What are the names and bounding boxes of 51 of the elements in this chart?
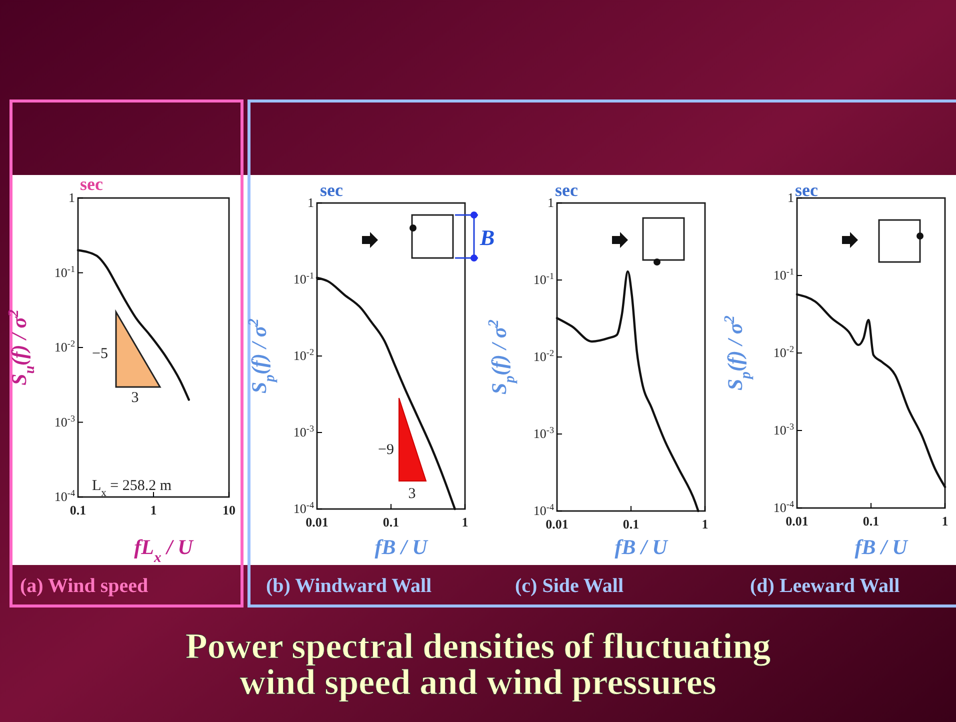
x-axis-title: fB / U (614, 535, 670, 559)
x-tick-label: 1 (942, 513, 948, 528)
annotation: sec (795, 180, 818, 200)
text: B (479, 225, 495, 250)
x-tick-label: 0.01 (786, 513, 808, 528)
text: (a) Wind speed (20, 575, 148, 597)
y-tick-label: 10$^{-4}$ (293, 500, 314, 516)
text: sec (80, 174, 103, 194)
x-axis-title: fL$_{x}$ / U (134, 535, 195, 566)
x-tick-label: 0.01 (306, 514, 328, 530)
y-tick-label: 10$^{-1}$ (773, 266, 794, 283)
annotation: 3 (131, 390, 139, 406)
y-tick-label: 10$^{-1}$ (533, 271, 554, 288)
x-tick-label: 0.1 (622, 516, 640, 532)
x-axis-title: fB / U (854, 535, 910, 559)
y-tick-label: 10$^{-4}$ (54, 488, 76, 504)
annotation: L$_{x}$ = 258.2 m (92, 478, 172, 498)
annotation: 3 (408, 486, 416, 502)
y-tick-label: 10$^{-3}$ (54, 413, 76, 430)
y-tick-label: 10$^{-2}$ (773, 344, 794, 360)
x-tick-label: 10 (222, 502, 236, 518)
x-tick-label: 0.1 (382, 514, 400, 530)
x-tick-label: 0.01 (546, 516, 568, 532)
y-tick-label: 1 (308, 195, 314, 210)
x-tick-label: 1 (702, 516, 708, 532)
annotation: −9 (378, 442, 394, 458)
x-tick-label: 1 (150, 502, 157, 518)
y-tick-label: 10$^{-2}$ (54, 338, 76, 355)
y-tick-label: 10$^{-3}$ (293, 424, 314, 440)
y-tick-label: 10$^{-3}$ (533, 425, 554, 442)
text: sec (320, 180, 343, 200)
x-tick-label: 0.1 (862, 513, 880, 528)
x-tick-label: 0.1 (70, 502, 86, 518)
y-tick-label: 10$^{-1}$ (54, 264, 75, 280)
text: (d) Leeward Wall (750, 575, 900, 597)
y-tick-label: 1 (68, 190, 75, 206)
y-tick-label: 10$^{-2}$ (293, 347, 314, 364)
text: (c) Side Wall (515, 575, 624, 597)
y-tick-label: 10$^{-1}$ (293, 270, 314, 287)
text: Power spectral densities of fluctuating wind speed and wind pressures (185, 626, 771, 702)
text: sec (555, 180, 578, 200)
y-tick-label: 10$^{-2}$ (533, 348, 554, 364)
y-tick-label: 10$^{-4}$ (773, 499, 794, 516)
y-tick-label: 10$^{-4}$ (533, 502, 554, 518)
x-tick-label: 1 (462, 514, 468, 530)
y-tick-label: 1 (548, 195, 554, 210)
text: (b) Windward Wall (266, 575, 432, 597)
x-axis-title: fB / U (374, 535, 430, 559)
annotation: −5 (92, 346, 108, 362)
y-tick-label: 1 (788, 190, 794, 206)
y-tick-label: 10$^{-3}$ (773, 422, 794, 438)
